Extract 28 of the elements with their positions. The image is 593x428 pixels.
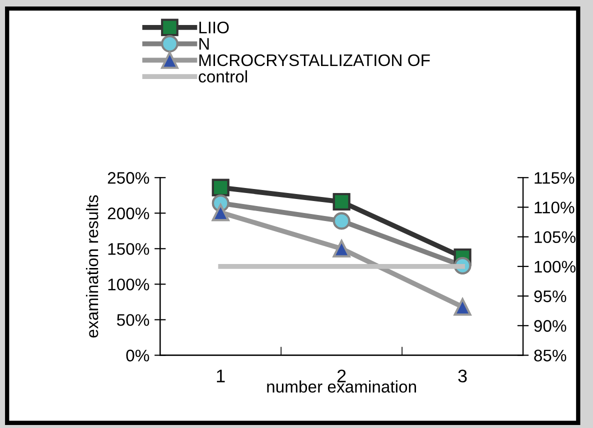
legend-label: MICROCRYSTALLIZATION OF: [199, 54, 430, 66]
legend-label: control: [198, 70, 247, 83]
point: [332, 240, 350, 258]
point: [454, 298, 472, 316]
y2-tick-label: 95%: [534, 290, 566, 302]
x-tick-label: 3: [458, 370, 467, 382]
point: [332, 212, 350, 230]
y2-tick-label: 85%: [534, 350, 566, 362]
y-axis-title: examination results: [86, 195, 98, 338]
y2-tick-label: 110%: [534, 202, 574, 214]
y-tick-label: 200%: [108, 208, 150, 220]
y-tick-label: 0%: [126, 350, 150, 362]
y-tick-label: 150%: [108, 243, 150, 255]
y-tick-label: 250%: [108, 172, 150, 184]
y-tick-label: 50%: [117, 314, 150, 326]
x-tick-label: 1: [216, 370, 225, 382]
point: [332, 193, 350, 210]
y-tick-label: 100%: [108, 278, 150, 290]
y2-tick-label: 105%: [534, 231, 576, 244]
y2-tick-label: 90%: [534, 320, 566, 332]
x-axis-title: number examination: [267, 380, 416, 393]
y2-tick-label: 100%: [534, 260, 576, 273]
y2-tick-label: 115%: [534, 172, 574, 184]
point: [212, 178, 230, 196]
point: [212, 204, 230, 222]
x-tick-label: 2: [337, 370, 346, 382]
legend-label: LIIO: [199, 22, 229, 34]
legend-label: N: [199, 38, 209, 50]
